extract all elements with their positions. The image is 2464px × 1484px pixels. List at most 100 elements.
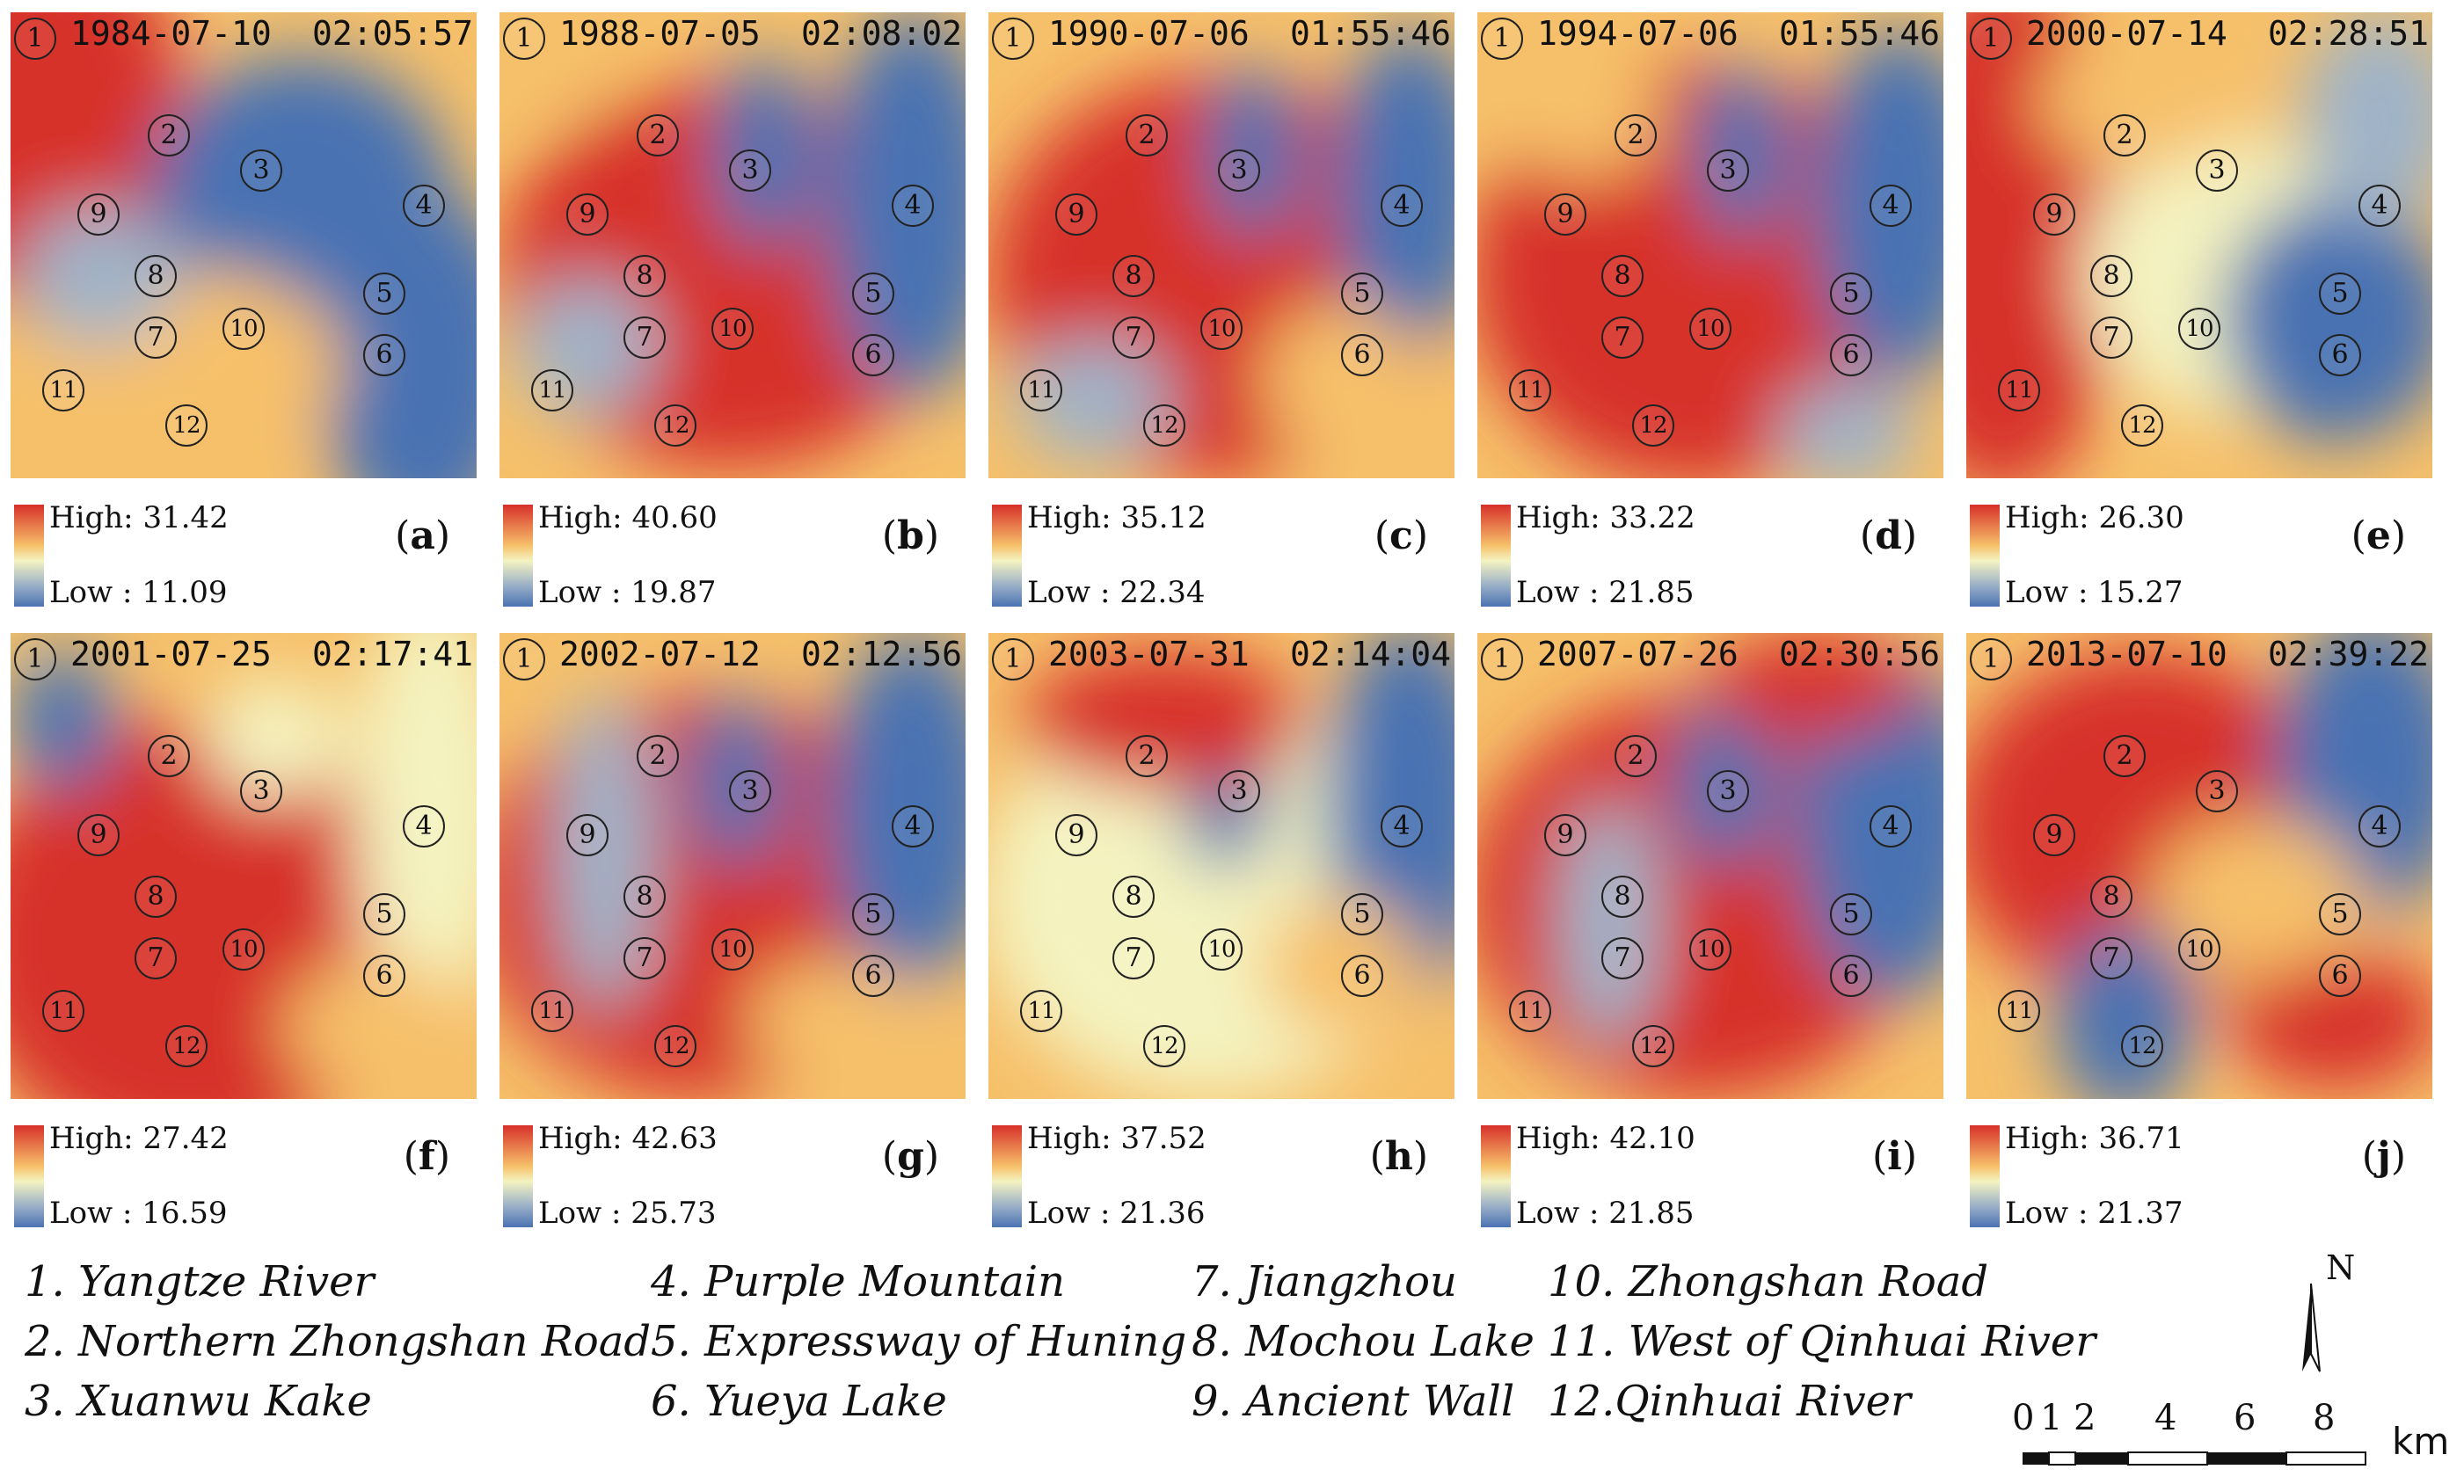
panel-letter: (h): [1369, 1134, 1428, 1179]
site-marker-4: 4: [892, 805, 934, 847]
site-marker-5: 5: [1341, 273, 1383, 315]
lst-panel-c: 1 2 3 4 5 6 7 8 9 10 11 12 1990-07-06 01:55:46 High: 3…: [988, 12, 1454, 610]
site-marker-2: 2: [148, 114, 190, 156]
site-marker-4: 4: [1870, 185, 1912, 227]
site-marker-4: 4: [2358, 185, 2401, 227]
lst-map: 1 2 3 4 5 6 7 8 9 10 11 12 1984-07-10 02:05:57: [11, 12, 477, 478]
lst-raster: [1477, 633, 1943, 1099]
site-marker-5: 5: [1341, 893, 1383, 935]
site-marker-7: 7: [2090, 937, 2132, 979]
site-label: 6. Yueya Lake: [651, 1377, 947, 1426]
site-label: 7. Jiangzhou: [1192, 1257, 1457, 1306]
lst-panel-d: 1 2 3 4 5 6 7 8 9 10 11 12 1994-07-06 01:55:46 High: 3…: [1477, 12, 1943, 610]
color-ramp-legend: [1970, 1125, 2000, 1227]
site-marker-5: 5: [1830, 893, 1872, 935]
site-marker-9: 9: [1544, 193, 1586, 236]
lst-raster: [499, 633, 966, 1099]
panel-letter: (j): [2361, 1134, 2406, 1179]
temperature-zone: [283, 958, 477, 1099]
temperature-zone: [1706, 633, 1917, 738]
site-marker-7: 7: [1112, 937, 1155, 979]
legend-low: Low : 22.34: [1027, 575, 1206, 610]
site-marker-7: 7: [1112, 316, 1155, 359]
lst-raster: [1966, 12, 2432, 478]
site-marker-3: 3: [2196, 149, 2238, 192]
site-marker-7: 7: [2090, 316, 2132, 359]
site-marker-6: 6: [2319, 955, 2361, 997]
lst-raster: [1966, 633, 2432, 1099]
site-marker-7: 7: [623, 316, 666, 359]
acquisition-time: 02:12:56: [800, 635, 962, 673]
legend-high: High: 42.63: [538, 1121, 718, 1156]
legend-high: High: 42.10: [1516, 1121, 1695, 1156]
site-marker-4: 4: [892, 185, 934, 227]
site-label: 3. Xuanwu Kake: [25, 1377, 372, 1426]
site-marker-4: 4: [2358, 805, 2401, 847]
temperature-zone: [1261, 302, 1419, 461]
north-label: N: [2326, 1248, 2356, 1287]
site-marker-11: 11: [1998, 990, 2040, 1032]
site-marker-12: 12: [2121, 1025, 2163, 1067]
lst-raster: [499, 12, 966, 478]
legend-high: High: 40.60: [538, 500, 718, 535]
site-marker-9: 9: [566, 814, 609, 856]
temperature-zone: [1693, 65, 1790, 241]
lst-map: 1 2 3 4 5 6 7 8 9 10 11 12 1994-07-06 01:55:46: [1477, 12, 1943, 478]
acquisition-date: 1984-07-10: [70, 14, 272, 53]
site-marker-1: 1: [1481, 638, 1523, 680]
site-marker-5: 5: [363, 893, 405, 935]
temperature-zone: [1015, 338, 1173, 461]
site-label: 10. Zhongshan Road: [1548, 1257, 1989, 1306]
site-marker-11: 11: [1509, 369, 1551, 411]
panel-letter: (i): [1871, 1134, 1917, 1179]
site-marker-6: 6: [2319, 334, 2361, 376]
site-marker-1: 1: [503, 638, 545, 680]
legend-low: Low : 11.09: [49, 575, 228, 610]
site-marker-1: 1: [992, 638, 1034, 680]
temperature-zone: [1556, 800, 1662, 1046]
site-marker-2: 2: [2103, 114, 2146, 156]
temperature-zone: [1776, 382, 1917, 478]
site-marker-11: 11: [1998, 369, 2040, 411]
site-label: 9. Ancient Wall: [1192, 1377, 1515, 1426]
site-marker-3: 3: [2196, 770, 2238, 812]
legend-high: High: 35.12: [1027, 500, 1206, 535]
site-marker-5: 5: [852, 273, 894, 315]
site-marker-3: 3: [1218, 149, 1260, 192]
color-ramp-legend: [503, 1125, 533, 1227]
acquisition-time: 02:08:02: [800, 14, 962, 53]
site-marker-11: 11: [531, 990, 573, 1032]
acquisition-datetime: 2007-07-26 02:30:56: [1477, 635, 1943, 673]
site-marker-9: 9: [77, 193, 120, 236]
temperature-zone: [711, 56, 816, 250]
temperature-zone: [746, 958, 922, 1081]
site-marker-6: 6: [852, 955, 894, 997]
lst-panel-i: 1 2 3 4 5 6 7 8 9 10 11 12 2007-07-26 02:30:56 High: 4…: [1477, 633, 1943, 1231]
site-marker-10: 10: [1689, 928, 1731, 971]
color-ramp-legend: [1481, 505, 1511, 607]
panel-letter: (d): [1859, 513, 1917, 558]
site-marker-7: 7: [135, 316, 177, 359]
temperature-zone: [1204, 65, 1301, 241]
site-marker-6: 6: [1341, 955, 1383, 997]
lst-panel-e: 1 2 3 4 5 6 7 8 9 10 11 12 2000-07-14 02:28:51 High: 2…: [1966, 12, 2432, 610]
scale-unit: km: [2392, 1420, 2450, 1463]
legend-low: Low : 21.85: [1516, 1196, 1695, 1231]
site-marker-7: 7: [623, 937, 666, 979]
panel-letter: (e): [2351, 513, 2406, 558]
acquisition-time: 01:55:46: [1289, 14, 1451, 53]
site-marker-5: 5: [363, 273, 405, 315]
site-marker-5: 5: [1830, 273, 1872, 315]
site-marker-3: 3: [240, 149, 282, 192]
acquisition-time: 02:14:04: [1289, 635, 1451, 673]
panel-letter: (f): [403, 1134, 450, 1179]
site-marker-9: 9: [2033, 814, 2075, 856]
site-marker-10: 10: [2178, 928, 2220, 971]
site-marker-9: 9: [1055, 814, 1097, 856]
site-marker-3: 3: [729, 149, 771, 192]
acquisition-time: 02:05:57: [311, 14, 473, 53]
site-marker-11: 11: [1020, 369, 1062, 411]
legend-high: High: 26.30: [2005, 500, 2184, 535]
lst-map: 1 2 3 4 5 6 7 8 9 10 11 12 2001-07-25 02:17:41: [11, 633, 477, 1099]
site-marker-7: 7: [135, 937, 177, 979]
